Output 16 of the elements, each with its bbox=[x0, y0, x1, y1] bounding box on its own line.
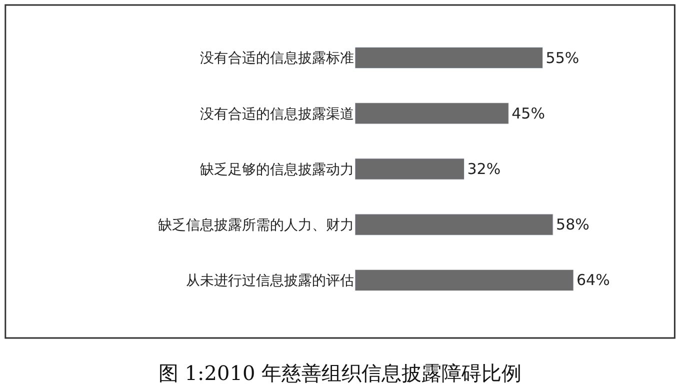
data-label: 45% bbox=[512, 104, 545, 122]
bar bbox=[355, 158, 464, 180]
data-label: 58% bbox=[556, 216, 590, 234]
text: 图 1:2010 年慈善组织信息披露障碍比例 bbox=[158, 361, 522, 386]
y-tick-label: 没有合适的信息披露标准 bbox=[200, 50, 354, 67]
data-label: 55% bbox=[546, 48, 580, 67]
data-label: 64% bbox=[576, 271, 610, 290]
bar bbox=[355, 46, 544, 69]
y-tick-label: 从未进行过信息披露的评估 bbox=[186, 273, 354, 290]
bar bbox=[355, 102, 509, 124]
y-tick-label: 没有合适的信息披露渠道 bbox=[200, 106, 354, 122]
bar bbox=[355, 269, 574, 292]
bar bbox=[355, 214, 554, 236]
y-tick-label: 缺乏信息披露所需的人力、财力 bbox=[158, 218, 354, 234]
y-tick-label: 缺乏足够的信息披露动力 bbox=[200, 162, 354, 178]
data-label: 32% bbox=[467, 160, 501, 178]
